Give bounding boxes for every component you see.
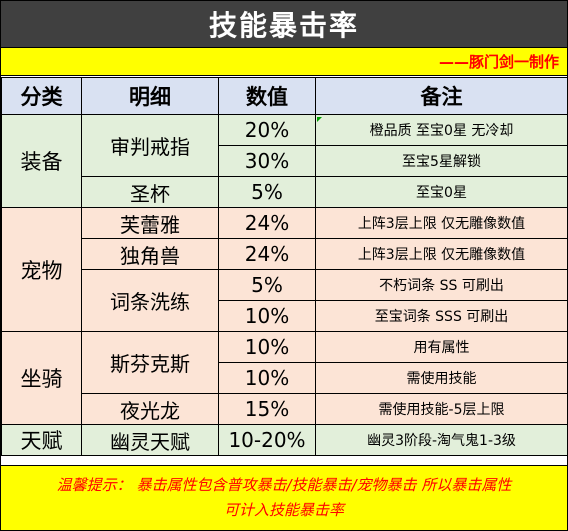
category-talent: 天赋 <box>1 424 82 456</box>
table-row: 词条洗练 5% 不朽词条 SS 可刷出 <box>2 269 568 332</box>
note-cell: 橙品质 至宝0星 无冷却 <box>315 114 568 146</box>
header-note: 备注 <box>315 77 568 115</box>
value-cell: 10% <box>218 331 316 363</box>
value-cell: 10% <box>218 300 316 332</box>
value-cell: 20% <box>218 114 316 146</box>
table-row: 坐骑 斯芬克斯 10% 用有属性 <box>1 331 568 425</box>
footer-line-1: 温馨提示： 暴击属性包含普攻暴击/技能暴击/宠物暴击 所以暴击属性 <box>56 476 512 494</box>
value-cell: 30% <box>218 145 316 177</box>
table-row: 圣杯 5% 至宝0星 <box>2 176 568 208</box>
value-cell: 24% <box>218 238 316 270</box>
detail-cell: 斯芬克斯 <box>81 331 219 394</box>
note-cell: 需使用技能-5层上限 <box>315 393 568 425</box>
header-detail: 明细 <box>81 77 219 115</box>
note-cell: 不朽词条 SS 可刷出 <box>315 269 568 301</box>
value-cell: 10% <box>218 362 316 394</box>
table-row: 天赋 幽灵天赋 10-20% 幽灵3阶段-淘气鬼1-3级 <box>1 424 568 456</box>
footer-line-2: 可计入技能暴击率 <box>223 501 344 519</box>
cell-comment-marker <box>317 117 322 122</box>
detail-cell: 独角兽 <box>81 238 219 270</box>
category-equip: 装备 <box>1 114 82 208</box>
table-row: 30% 至宝5星解锁 <box>2 145 568 177</box>
page-title: 技能暴击率 <box>1 1 567 48</box>
note-cell: 至宝5星解锁 <box>315 145 568 177</box>
table-row: 宠物 芙蕾雅 24% 上阵3层上限 仅无雕像数值 <box>1 207 568 332</box>
value-cell: 5% <box>218 269 316 301</box>
table-row: 夜光龙 15% 需使用技能-5层上限 <box>2 393 568 425</box>
detail-cell: 芙蕾雅 <box>81 207 219 239</box>
note-cell: 至宝词条 SSS 可刷出 <box>315 300 568 332</box>
note-cell: 用有属性 <box>315 331 568 363</box>
footer-tip: 温馨提示： 暴击属性包含普攻暴击/技能暴击/宠物暴击 所以暴击属性 可计入技能暴… <box>1 465 567 530</box>
header-category: 分类 <box>1 77 82 115</box>
value-cell: 10-20% <box>218 424 316 456</box>
detail-cell: 审判戒指 <box>81 114 219 177</box>
note-cell: 至宝0星 <box>315 176 568 208</box>
header-value: 数值 <box>218 77 316 115</box>
detail-cell: 词条洗练 <box>81 269 219 332</box>
note-cell: 需使用技能 <box>315 362 568 394</box>
crit-rate-table: 分类 明细 数值 备注 装备 审判戒指 20% 橙品质 至宝0星 无冷却 30%… <box>1 77 568 456</box>
table-row: 10% 需使用技能 <box>2 362 568 394</box>
credit-line: ——豚门剑一制作 <box>1 48 567 76</box>
table-row: 10% 至宝词条 SSS 可刷出 <box>2 300 568 332</box>
table-row: 装备 审判戒指 20% 橙品质 至宝0星 无冷却 <box>1 114 568 208</box>
value-cell: 24% <box>218 207 316 239</box>
value-cell: 5% <box>218 176 316 208</box>
category-mount: 坐骑 <box>1 331 82 425</box>
note-cell: 上阵3层上限 仅无雕像数值 <box>315 207 568 239</box>
category-pet: 宠物 <box>1 207 82 332</box>
detail-cell: 夜光龙 <box>81 393 219 425</box>
detail-cell: 圣杯 <box>81 176 219 208</box>
note-cell: 上阵3层上限 仅无雕像数值 <box>315 238 568 270</box>
note-cell: 幽灵3阶段-淘气鬼1-3级 <box>315 424 568 456</box>
detail-cell: 幽灵天赋 <box>81 424 219 456</box>
table-row: 独角兽 24% 上阵3层上限 仅无雕像数值 <box>2 238 568 270</box>
value-cell: 15% <box>218 393 316 425</box>
